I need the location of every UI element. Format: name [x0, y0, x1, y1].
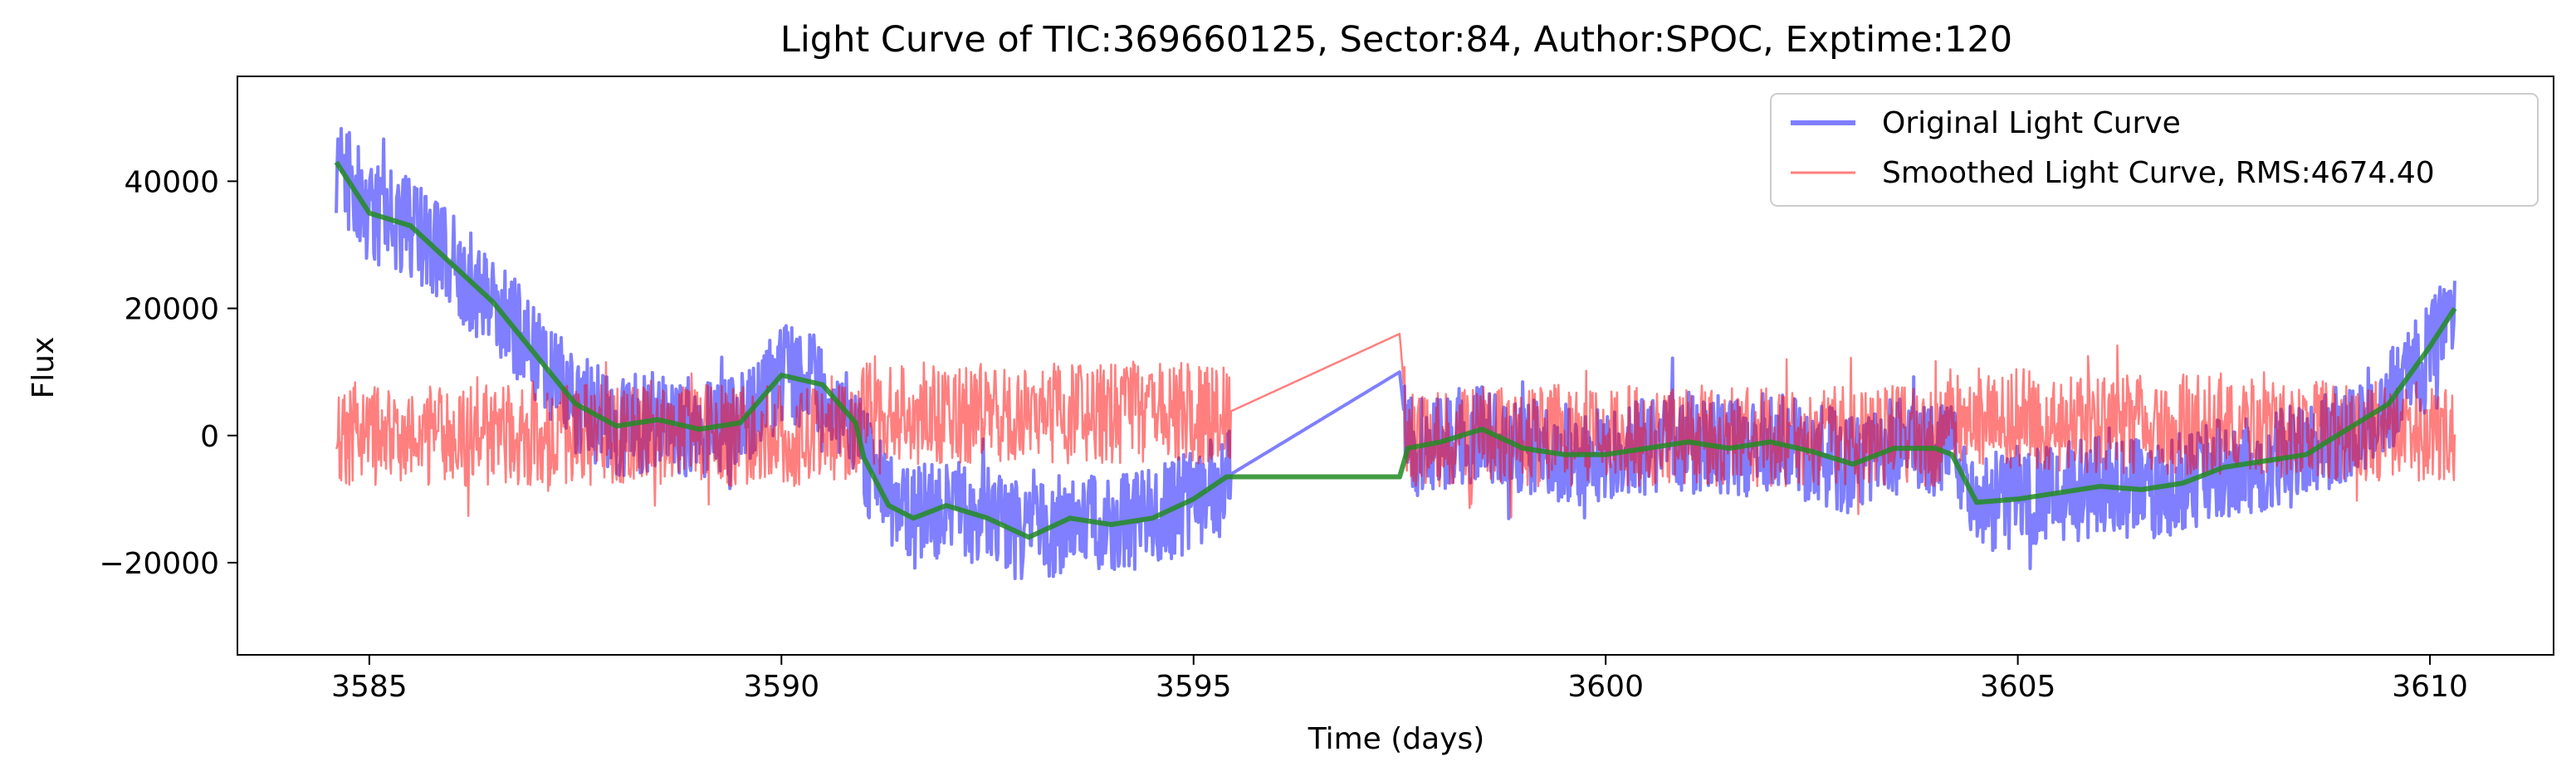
axes-layer: 3585 3590 3595 3600 3605 3610 −20000 0 20000 4000…: [99, 76, 2554, 704]
y-tick-label: −20000: [99, 547, 219, 581]
y-tick-label: 20000: [124, 293, 219, 327]
smoothed-light-curve-line: [335, 332, 2456, 519]
x-tick-label: 3610: [2392, 670, 2468, 704]
y-axis-label: Flux: [27, 337, 61, 399]
x-tick-label: 3595: [1156, 670, 1232, 704]
x-tick-label: 3590: [743, 670, 819, 704]
series-layer: [334, 127, 2457, 580]
trend-line: [334, 160, 2457, 540]
chart-title: Light Curve of TIC:369660125, Sector:84,…: [780, 19, 2012, 61]
legend: Original Light Curve Smoothed Light Curv…: [1770, 93, 2539, 207]
legend-label-smoothed: Smoothed Light Curve, RMS:4674.40: [1882, 156, 2435, 190]
axes-frame: [237, 76, 2554, 656]
legend-box: [1770, 93, 2539, 207]
x-tick-label: 3585: [331, 670, 408, 704]
original-light-curve-line: [335, 127, 2456, 580]
x-tick-label: 3605: [1980, 670, 2056, 704]
y-tick-label: 40000: [124, 165, 219, 199]
y-tick-label: 0: [200, 420, 219, 454]
legend-label-original: Original Light Curve: [1882, 106, 2181, 140]
x-axis-label: Time (days): [1308, 722, 1485, 756]
x-tick-label: 3600: [1567, 670, 1644, 704]
